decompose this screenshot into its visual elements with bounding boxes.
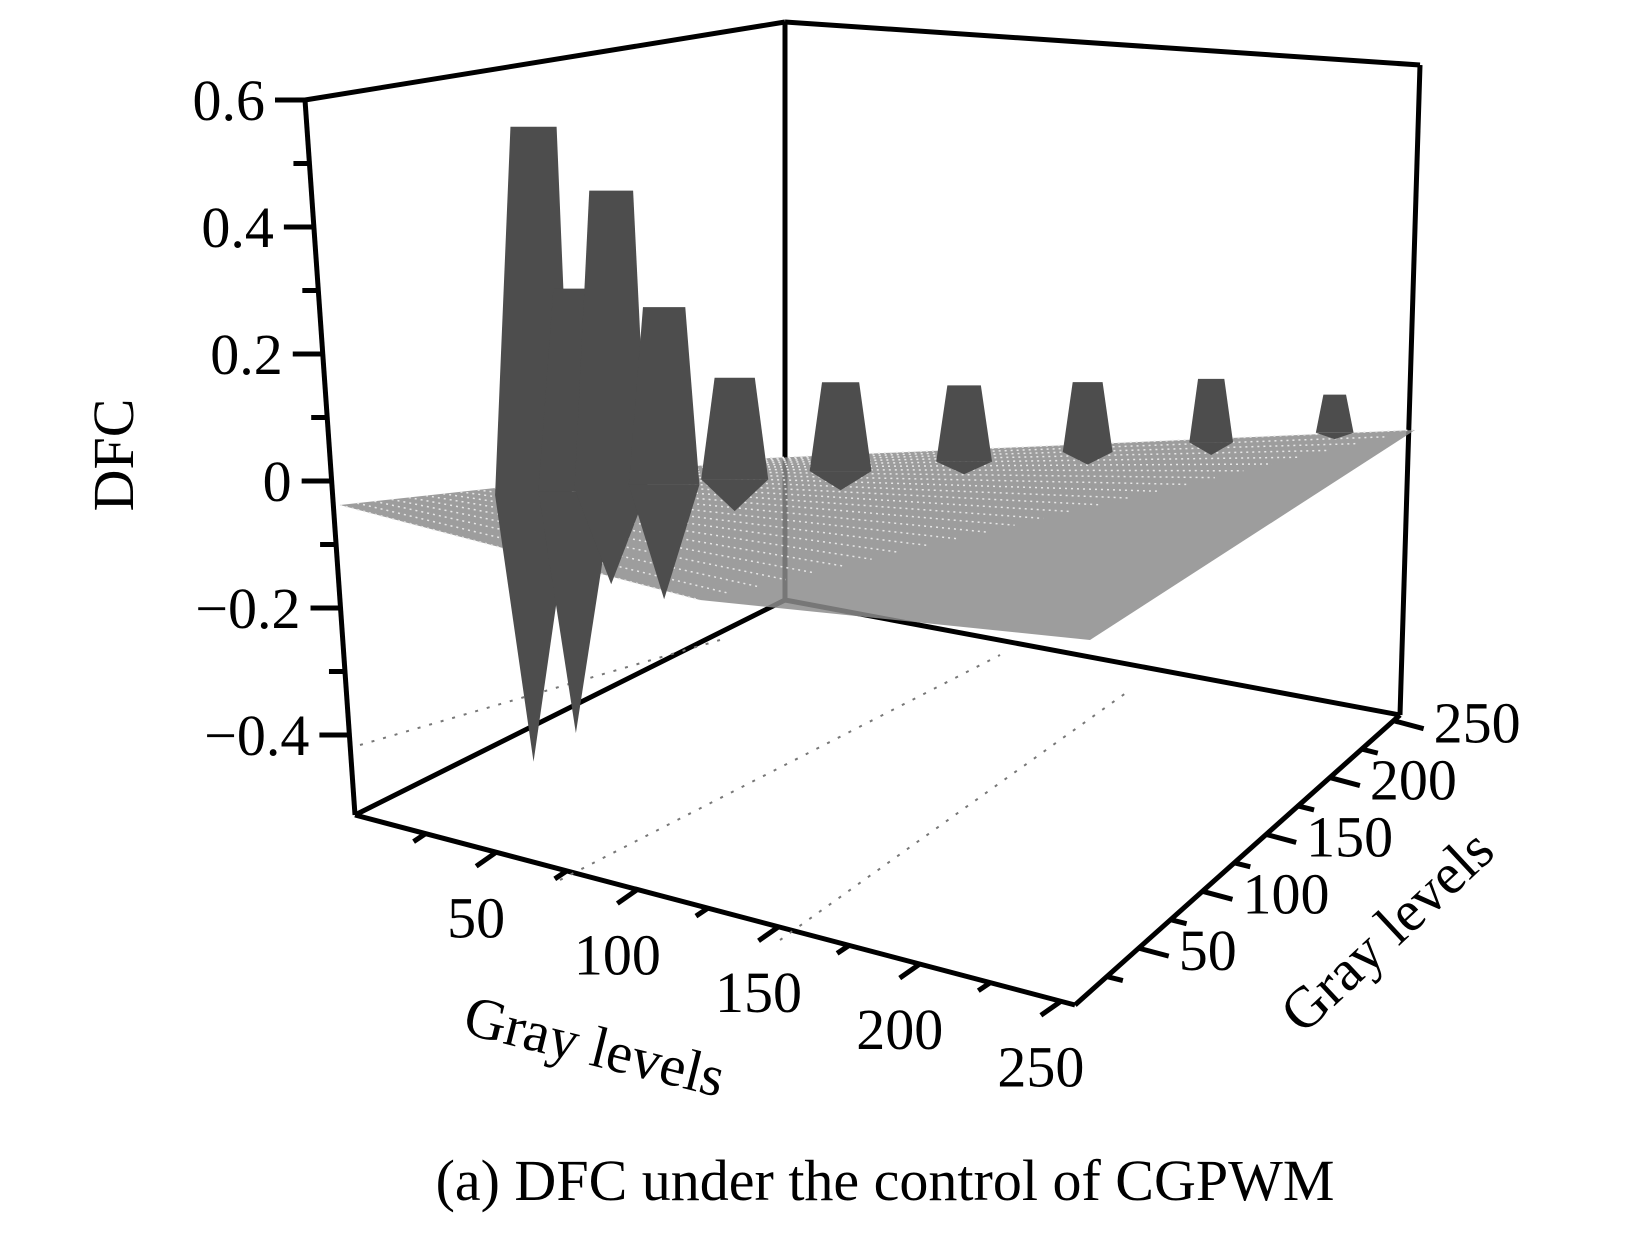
- z-axis: 0.6 0.4 0.2 0 −0.2 −0.4: [193, 68, 350, 768]
- plane-mesh-line: [649, 470, 1215, 479]
- plane-mesh-line: [408, 496, 815, 574]
- y-tick-label: 100: [1242, 861, 1329, 926]
- x-minor-tick: [412, 831, 427, 844]
- x-tick: [898, 961, 922, 981]
- floor-guides: [359, 639, 1131, 941]
- y-minor-tick: [1297, 803, 1315, 813]
- floor-guide: [779, 689, 1131, 941]
- ridge-peak: [936, 385, 993, 462]
- left-vertical-edge: [302, 99, 358, 816]
- dfc-surface: [339, 126, 1416, 762]
- x-tick: [757, 924, 780, 943]
- x-tick: [1039, 999, 1063, 1018]
- plane-mesh-line: [391, 498, 786, 581]
- back-left-edge: [304, 19, 786, 103]
- z-tick-label: 0.6: [193, 68, 266, 133]
- plane-mesh-line: [597, 476, 1130, 499]
- ridge-peak: [809, 382, 872, 472]
- right-vertical-edge: [1397, 64, 1423, 716]
- x-minor-tick: [694, 906, 710, 919]
- ridge-trough: [628, 484, 700, 600]
- z-tick-label: −0.4: [204, 703, 309, 768]
- ridge-trough: [1315, 432, 1354, 440]
- y-minor-tick: [1169, 917, 1188, 927]
- x-axis-title: Gray levels: [458, 982, 732, 1109]
- floor-guide: [359, 639, 721, 746]
- floor-guide: [559, 654, 1001, 881]
- x-tick-label: 100: [574, 923, 661, 988]
- z-tick-label: −0.2: [195, 576, 300, 641]
- ridge-trough: [574, 489, 648, 585]
- y-minor-tick: [1233, 860, 1251, 870]
- y-tick: [1392, 718, 1425, 732]
- y-tick: [1265, 831, 1297, 845]
- plane-mesh-line: [477, 489, 929, 547]
- ridge-trough: [936, 461, 993, 475]
- ridge-peak: [574, 190, 648, 490]
- plane-mesh-line: [632, 472, 1187, 486]
- x-tick-label: 50: [447, 885, 505, 950]
- x-tick-label: 250: [997, 1034, 1084, 1099]
- plane-mesh-line: [546, 481, 1044, 520]
- y-tick: [1201, 888, 1234, 902]
- floor-front-left: [354, 812, 1076, 1008]
- x-minor-tick: [976, 980, 992, 993]
- x-minor-tick: [553, 868, 569, 881]
- x-tick-label: 150: [715, 960, 802, 1025]
- plane-mesh-line: [752, 436, 1387, 461]
- back-right-edge: [784, 19, 1421, 68]
- y-tick: [1138, 945, 1170, 959]
- ridge-trough: [538, 491, 614, 734]
- z-tick-label: 0.4: [201, 195, 274, 260]
- ridge-trough: [809, 471, 872, 491]
- y-tick: [1329, 775, 1361, 788]
- x-tick: [474, 850, 498, 869]
- ridge-peak: [701, 377, 769, 480]
- plane-mesh-line: [580, 477, 1101, 506]
- x-axis: 50 100 150 200 250: [412, 831, 1084, 1099]
- floor-front-right: [1073, 713, 1402, 1007]
- ridge-peak: [1315, 394, 1354, 433]
- plane-mesh-line: [425, 494, 844, 567]
- x-tick: [615, 887, 639, 906]
- z-tick-label: 0.2: [210, 322, 283, 387]
- ridge-trough: [1062, 451, 1113, 465]
- y-tick-label: 250: [1434, 691, 1521, 756]
- ridge-trough: [701, 479, 769, 512]
- y-tick-label: 50: [1179, 918, 1237, 983]
- z-axis-title: DFC: [81, 399, 146, 512]
- ridge-trough: [1189, 442, 1234, 456]
- z-tick-label: 0: [263, 449, 292, 514]
- y-tick-label: 200: [1370, 748, 1457, 813]
- figure-caption: (a) DFC under the control of CGPWM: [436, 1148, 1335, 1213]
- floor-back-left: [353, 597, 787, 818]
- y-minor-tick: [1361, 746, 1379, 756]
- ridge-peak: [1189, 378, 1234, 443]
- plane-mesh-line: [701, 456, 1301, 467]
- y-minor-tick: [1106, 974, 1124, 983]
- ridge-peak: [1062, 382, 1113, 452]
- x-tick-label: 200: [856, 997, 943, 1062]
- y-tick-label: 150: [1306, 804, 1393, 869]
- ridge-peak: [628, 307, 700, 485]
- x-minor-tick: [835, 943, 851, 956]
